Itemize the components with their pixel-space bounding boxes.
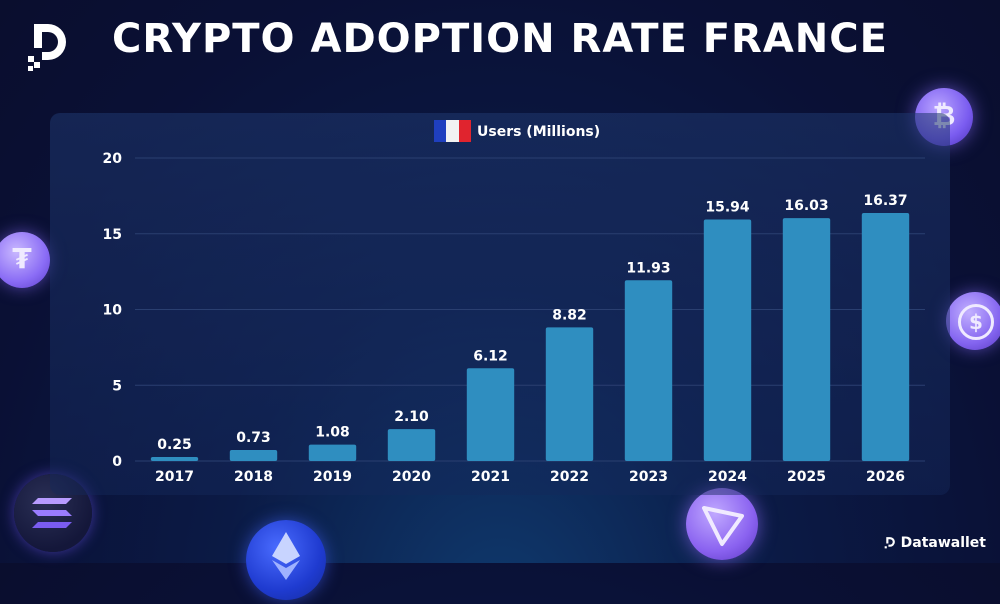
datawallet-logo-icon bbox=[884, 537, 895, 549]
data-label: 16.37 bbox=[863, 193, 907, 209]
data-label: 16.03 bbox=[784, 198, 828, 214]
bar-2021 bbox=[466, 368, 515, 461]
data-label: 15.94 bbox=[705, 200, 750, 216]
bar-2023 bbox=[624, 280, 673, 461]
data-label: 6.12 bbox=[473, 348, 508, 364]
france-flag-icon bbox=[434, 120, 471, 142]
x-tick-label: 2023 bbox=[629, 469, 668, 485]
y-tick-label: 15 bbox=[103, 227, 122, 243]
chart-legend: Users (Millions) bbox=[434, 120, 600, 142]
page-title: CRYPTO ADOPTION RATE FRANCE bbox=[112, 16, 888, 62]
bar-2020 bbox=[387, 429, 436, 461]
data-label: 1.08 bbox=[315, 425, 350, 441]
data-label: 8.82 bbox=[552, 307, 587, 323]
bar-2018 bbox=[229, 449, 278, 461]
x-tick-label: 2021 bbox=[471, 469, 510, 485]
x-tick-label: 2025 bbox=[787, 469, 826, 485]
y-tick-label: 0 bbox=[112, 454, 122, 470]
data-label: 0.25 bbox=[157, 437, 192, 453]
x-tick-label: 2020 bbox=[392, 469, 431, 485]
data-label: 0.73 bbox=[236, 430, 271, 446]
x-tick-label: 2022 bbox=[550, 469, 589, 485]
x-tick-label: 2026 bbox=[866, 469, 905, 485]
bar-2022 bbox=[545, 327, 594, 461]
brand-footer: Datawallet bbox=[883, 535, 986, 551]
x-tick-label: 2018 bbox=[234, 469, 273, 485]
datawallet-logo-icon bbox=[28, 24, 66, 71]
x-tick-label: 2019 bbox=[313, 469, 352, 485]
bar-chart: Users (Millions) 0 5 10 15 20 0.25 0.73 1.08 2.… bbox=[103, 120, 925, 485]
x-tick-label: 2024 bbox=[708, 469, 747, 485]
data-label: 2.10 bbox=[394, 409, 429, 425]
tron-coin-icon bbox=[686, 488, 758, 560]
bar-2025 bbox=[782, 218, 831, 461]
bar-2017 bbox=[150, 457, 199, 461]
bar-2026 bbox=[861, 212, 910, 461]
tether-coin-icon: ₮ bbox=[0, 232, 50, 288]
usdc-coin-icon: $ bbox=[946, 292, 1000, 350]
y-tick-label: 10 bbox=[103, 303, 123, 319]
y-tick-label: 5 bbox=[112, 378, 122, 394]
bar-2019 bbox=[308, 444, 357, 461]
brand-name: Datawallet bbox=[900, 535, 986, 551]
bar-2024 bbox=[703, 219, 752, 461]
y-tick-label: 20 bbox=[103, 151, 123, 167]
x-tick-label: 2017 bbox=[155, 469, 194, 485]
legend-label: Users (Millions) bbox=[477, 124, 600, 140]
data-label: 11.93 bbox=[626, 260, 670, 276]
